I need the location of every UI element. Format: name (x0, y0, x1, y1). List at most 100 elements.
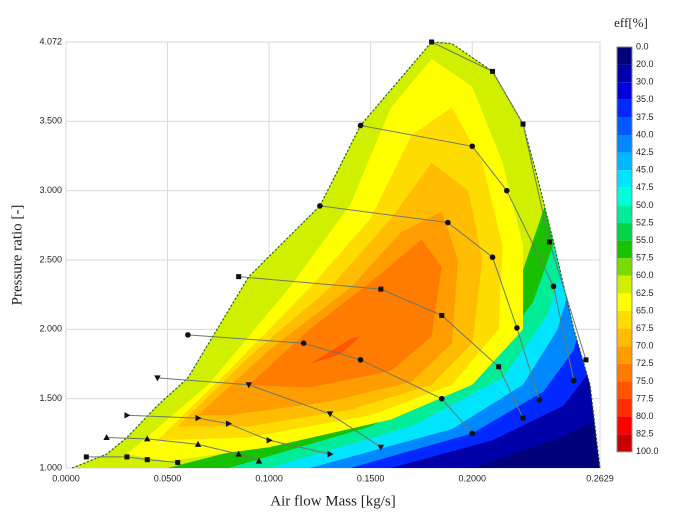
marker (429, 39, 435, 45)
colorbar-swatch (617, 99, 632, 118)
colorbar-label: 50.0 (636, 200, 654, 210)
speed-line (157, 377, 382, 448)
colorbar-swatch (617, 381, 632, 399)
contour (248, 239, 442, 388)
colorbar-swatch (617, 346, 632, 364)
marker (439, 312, 445, 318)
marker (245, 382, 253, 389)
colorbar-swatch (617, 434, 632, 452)
marker (266, 437, 273, 444)
colorbar-label: 100.0 (636, 446, 659, 456)
colorbar-label: 45.0 (636, 165, 654, 175)
marker (514, 325, 520, 331)
marker (357, 357, 364, 363)
colorbar-label: 30.0 (636, 77, 654, 87)
marker (489, 254, 496, 261)
contour (309, 336, 361, 364)
colorbar-label: 42.5 (636, 147, 654, 157)
marker (175, 459, 181, 465)
marker (154, 375, 161, 382)
colorbar-swatch (617, 416, 632, 435)
colorbar-label: 75.0 (636, 376, 654, 386)
x-axis-title: Air flow Mass [kg/s] (270, 493, 395, 509)
y-tick-label: 1.500 (39, 393, 62, 403)
marker (124, 412, 131, 419)
y-tick-label: 1.000 (39, 462, 62, 472)
marker (570, 377, 577, 384)
colorbar-swatch (617, 47, 632, 65)
marker (235, 450, 242, 457)
marker (377, 444, 385, 451)
colorbar-swatch (617, 363, 632, 382)
y-tick-label: 3.500 (39, 116, 62, 126)
marker (327, 450, 334, 458)
marker (124, 454, 130, 460)
colorbar-swatch (617, 328, 632, 347)
colorbar-swatch (617, 399, 632, 417)
colorbar-label: 62.5 (636, 288, 654, 298)
colorbar-label: 72.5 (636, 358, 654, 368)
marker (255, 457, 263, 464)
colorbar-swatch (617, 187, 632, 206)
colorbar-label: 40.0 (636, 129, 654, 139)
colorbar-label: 55.0 (636, 235, 654, 245)
colorbar-label: 60.0 (636, 270, 654, 280)
x-tick-label: 0.2629 (586, 473, 614, 483)
y-tick-label: 2.500 (39, 254, 62, 264)
marker (300, 340, 307, 346)
marker (438, 395, 445, 402)
colorbar-swatch (617, 223, 632, 241)
y-axis-title: Pressure ratio [-] (9, 205, 25, 306)
marker (103, 433, 110, 440)
colorbar-swatch (617, 275, 632, 294)
marker (445, 219, 451, 226)
y-tick-label: 3.000 (39, 185, 62, 195)
colorbar-label: 70.0 (636, 341, 654, 351)
marker (490, 68, 496, 74)
colorbar-swatch (617, 82, 632, 100)
colorbar-swatch (617, 135, 632, 153)
marker (550, 283, 557, 290)
marker (583, 357, 589, 363)
colorbar-label: 82.5 (636, 429, 654, 439)
colorbar-swatch (617, 240, 632, 259)
colorbar-label: 80.0 (636, 411, 654, 421)
marker (503, 187, 510, 194)
x-tick-label: 0.0000 (52, 473, 80, 483)
marker (236, 274, 242, 280)
marker (378, 286, 384, 292)
marker (520, 121, 526, 127)
marker (144, 457, 150, 463)
colorbar-label: 47.5 (636, 182, 654, 192)
colorbar-swatch (617, 64, 632, 83)
marker (317, 203, 323, 209)
colorbar-swatch (617, 117, 632, 135)
colorbar-swatch (617, 293, 632, 311)
colorbar-swatch (617, 170, 632, 188)
marker (357, 122, 364, 129)
marker (520, 415, 526, 421)
colorbar-title: eff[%] (614, 15, 648, 30)
colorbar-swatch (617, 205, 632, 223)
x-tick-label: 0.1000 (255, 473, 283, 483)
marker (326, 411, 334, 418)
colorbar-label: 57.5 (636, 253, 654, 263)
x-tick-label: 0.0500 (154, 473, 182, 483)
y-tick-label: 2.000 (39, 324, 62, 334)
x-tick-label: 0.2000 (458, 473, 486, 483)
y-tick-label: 4.072 (39, 36, 62, 46)
colorbar-swatch (617, 258, 632, 276)
marker (195, 414, 202, 422)
marker (185, 332, 191, 338)
marker (469, 430, 476, 437)
marker (83, 454, 89, 460)
speed-line (86, 456, 178, 463)
marker (546, 239, 552, 245)
marker (144, 435, 151, 442)
marker (225, 420, 232, 427)
marker (536, 397, 543, 403)
marker (194, 440, 202, 447)
x-tick-label: 0.1500 (357, 473, 385, 483)
colorbar-label: 65.0 (636, 305, 654, 315)
